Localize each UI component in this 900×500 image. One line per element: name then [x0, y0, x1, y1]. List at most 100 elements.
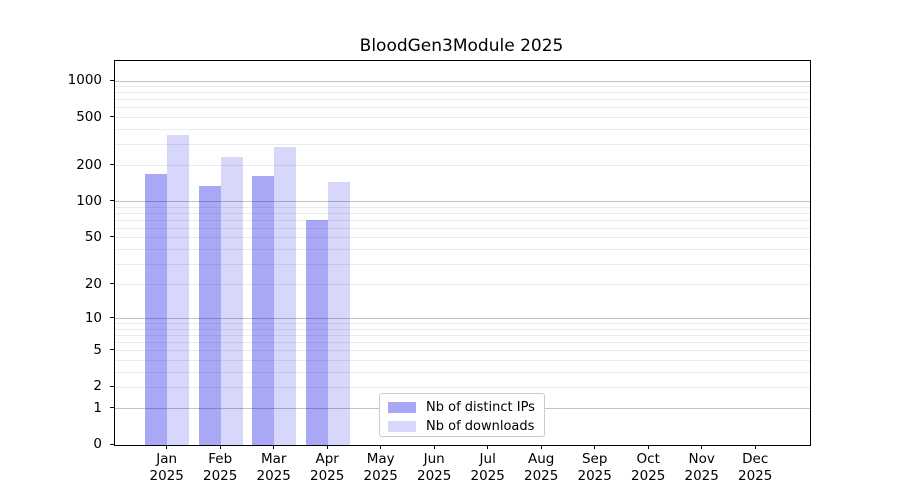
y-tick-mark — [110, 407, 114, 408]
x-tick-mark — [594, 445, 596, 449]
x-tick-mark — [487, 445, 489, 449]
x-tick-label-sep: Sep 2025 — [560, 451, 630, 484]
y-tick-mark — [110, 385, 114, 387]
x-tick-year: 2025 — [738, 467, 773, 484]
y-tick-mark — [110, 443, 114, 445]
legend-swatch-downloads — [388, 421, 416, 432]
legend-item-downloads: Nb of downloads — [386, 417, 544, 436]
x-tick-month: Dec — [742, 451, 769, 467]
gridline-minor — [115, 284, 810, 286]
gridline-major — [115, 201, 810, 203]
gridline-minor — [115, 248, 810, 250]
legend-swatch-distinct-ips — [388, 402, 416, 413]
y-tick-label: 20 — [84, 275, 102, 292]
y-tick-label: 10 — [84, 309, 102, 326]
x-tick-label-oct: Oct 2025 — [613, 451, 683, 484]
gridline-minor — [115, 386, 810, 388]
x-tick-label-nov: Nov 2025 — [667, 451, 737, 484]
gridline-minor — [115, 107, 810, 109]
x-tick-month: Sep — [581, 451, 608, 467]
x-tick-year: 2025 — [577, 467, 612, 484]
gridline-major — [115, 80, 810, 82]
gridline-minor — [115, 227, 810, 229]
y-tick-label: 2 — [93, 378, 102, 395]
gridline-minor — [115, 92, 810, 94]
x-tick-year: 2025 — [310, 467, 345, 484]
gridline-minor — [115, 334, 810, 336]
x-tick-label-jun: Jun 2025 — [399, 451, 469, 484]
bar-downloads-jan — [167, 134, 190, 445]
x-tick-month: Feb — [208, 451, 233, 467]
gridline-minor — [115, 237, 810, 239]
y-tick-mark — [110, 200, 114, 202]
gridline-major — [115, 318, 810, 320]
x-tick-year: 2025 — [417, 467, 452, 484]
bar-downloads-mar — [274, 147, 297, 445]
y-tick-mark — [110, 283, 114, 285]
gridline-minor — [115, 371, 810, 373]
y-tick-label: 50 — [84, 228, 102, 245]
gridline-minor — [115, 165, 810, 167]
x-tick-label-dec: Dec 2025 — [720, 451, 790, 484]
gridline-minor — [115, 323, 810, 325]
gridline-minor — [115, 328, 810, 330]
y-tick-label: 200 — [76, 156, 102, 173]
gridline-minor — [115, 263, 810, 265]
x-tick-label-aug: Aug 2025 — [506, 451, 576, 484]
y-tick-label: 5 — [93, 341, 102, 358]
x-tick-label-mar: Mar 2025 — [239, 451, 309, 484]
bar-distinct-ips-apr — [305, 219, 328, 445]
gridline-minor — [115, 342, 810, 343]
plot-area: Nb of distinct IPs Nb of downloads — [114, 60, 811, 446]
x-tick-year: 2025 — [256, 467, 291, 484]
x-tick-mark — [647, 445, 649, 449]
gridline-minor — [115, 128, 810, 130]
legend-item-distinct-ips: Nb of distinct IPs — [386, 398, 544, 417]
x-tick-month: May — [366, 451, 395, 467]
x-tick-mark — [166, 445, 168, 449]
gridline-minor — [115, 143, 810, 145]
x-tick-mark — [540, 445, 542, 449]
x-tick-month: Aug — [528, 451, 555, 467]
x-tick-label-apr: Apr 2025 — [292, 451, 362, 484]
gridline-minor — [115, 117, 810, 118]
x-tick-year: 2025 — [470, 467, 505, 484]
x-tick-year: 2025 — [631, 467, 666, 484]
y-tick-label: 100 — [76, 192, 102, 209]
gridline-minor — [115, 86, 810, 87]
bar-downloads-feb — [220, 157, 243, 445]
x-tick-mark — [433, 445, 435, 449]
x-tick-year: 2025 — [524, 467, 559, 484]
x-tick-month: Apr — [315, 451, 339, 467]
legend: Nb of distinct IPs Nb of downloads — [379, 393, 545, 437]
y-tick-mark — [110, 317, 114, 319]
x-tick-mark — [701, 445, 703, 449]
gridline-minor — [115, 350, 810, 352]
gridline-minor — [115, 359, 810, 361]
bar-distinct-ips-mar — [252, 176, 275, 445]
x-tick-year: 2025 — [363, 467, 398, 484]
x-tick-label-jul: Jul 2025 — [453, 451, 523, 484]
x-tick-mark — [754, 445, 756, 449]
y-tick-label: 1 — [93, 399, 102, 416]
y-tick-label: 0 — [93, 436, 102, 452]
y-tick-label: 1000 — [67, 72, 102, 88]
x-tick-mark — [273, 445, 275, 449]
x-tick-mark — [219, 445, 221, 449]
bar-distinct-ips-feb — [198, 185, 221, 445]
gridline-minor — [115, 206, 810, 208]
gridline-minor — [115, 219, 810, 221]
y-tick-mark — [110, 164, 114, 166]
x-tick-month: Nov — [688, 451, 715, 467]
x-tick-month: Jun — [423, 451, 445, 467]
x-tick-month: Jan — [156, 451, 178, 467]
legend-label-distinct-ips: Nb of distinct IPs — [426, 400, 535, 415]
y-tick-mark — [110, 236, 114, 238]
y-tick-mark — [110, 79, 114, 81]
x-tick-month: Oct — [636, 451, 660, 467]
x-tick-mark — [380, 445, 382, 449]
x-tick-year: 2025 — [149, 467, 184, 484]
x-tick-month: Mar — [260, 451, 287, 467]
gridline-minor — [115, 99, 810, 101]
